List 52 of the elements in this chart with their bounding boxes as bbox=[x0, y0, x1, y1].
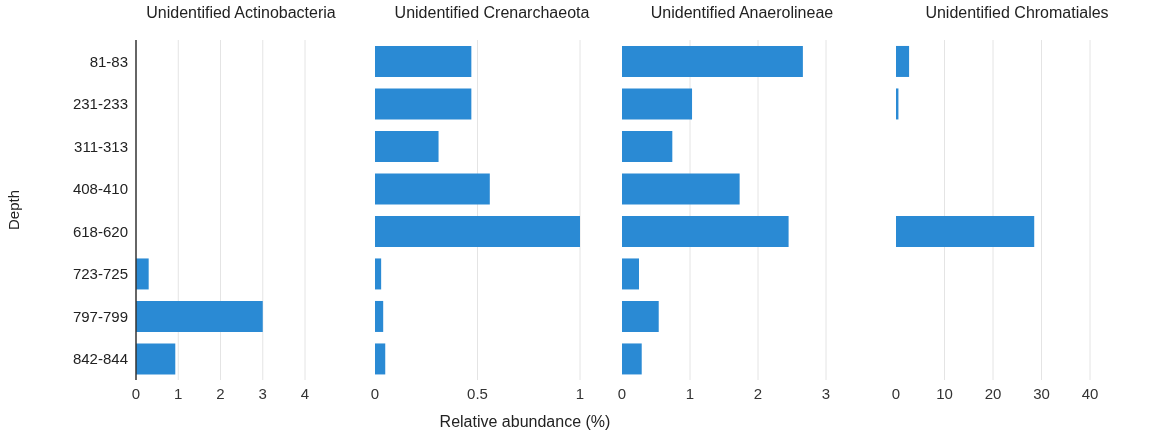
x-tick-label: 1 bbox=[575, 384, 585, 402]
bar bbox=[136, 300, 263, 332]
y-tick-label: 311-313 bbox=[74, 137, 128, 155]
bar bbox=[375, 258, 382, 290]
bar bbox=[622, 173, 740, 205]
y-tick-label: 723-725 bbox=[72, 265, 128, 283]
y-tick-label: 81-83 bbox=[89, 52, 128, 70]
bar bbox=[375, 88, 472, 120]
x-axis-title: Relative abundance (%) bbox=[438, 413, 612, 431]
y-tick-label: 797-799 bbox=[72, 307, 128, 325]
x-tick-label: 1 bbox=[685, 384, 695, 402]
x-tick-label: 1 bbox=[174, 384, 183, 402]
bar bbox=[896, 45, 910, 77]
bar bbox=[375, 173, 490, 205]
y-axis-title: Depth bbox=[5, 189, 23, 231]
x-tick-label: 4 bbox=[300, 384, 310, 402]
x-tick-label: 40 bbox=[1081, 384, 1099, 402]
bar bbox=[136, 343, 176, 375]
bar bbox=[375, 215, 580, 247]
bar bbox=[622, 130, 673, 162]
x-tick-label: 0.5 bbox=[467, 384, 488, 402]
chart-title: Unidentified Anaerolineae bbox=[649, 4, 835, 22]
chart-title: Unidentified Chromatiales bbox=[924, 4, 1110, 22]
x-tick-label: 0 bbox=[617, 384, 627, 402]
bar bbox=[622, 258, 639, 290]
x-tick-label: 30 bbox=[1033, 384, 1050, 402]
bar bbox=[136, 258, 149, 290]
x-tick-label: 3 bbox=[821, 384, 831, 402]
bar bbox=[622, 300, 659, 332]
bar bbox=[622, 45, 803, 77]
bar bbox=[896, 215, 1035, 247]
x-tick-label: 0 bbox=[891, 384, 901, 402]
bar bbox=[375, 343, 386, 375]
y-tick-label: 842-844 bbox=[72, 350, 128, 368]
x-tick-label: 0 bbox=[131, 384, 141, 402]
chart-title: Unidentified Actinobacteria bbox=[145, 4, 337, 22]
y-tick-label: 618-620 bbox=[72, 222, 128, 240]
y-tick-label: 408-410 bbox=[72, 180, 128, 198]
x-tick-label: 0 bbox=[370, 384, 380, 402]
y-tick-label: 231-233 bbox=[72, 95, 128, 113]
bar bbox=[375, 45, 472, 77]
bar bbox=[622, 343, 642, 375]
x-tick-label: 3 bbox=[258, 384, 267, 402]
x-tick-label: 20 bbox=[984, 384, 1002, 402]
bar bbox=[622, 88, 693, 120]
chart-title: Unidentified Crenarchaeota bbox=[393, 4, 591, 22]
x-tick-label: 2 bbox=[216, 384, 225, 402]
bar bbox=[375, 130, 439, 162]
x-tick-label: 10 bbox=[936, 384, 953, 402]
x-tick-label: 2 bbox=[753, 384, 763, 402]
bar bbox=[622, 215, 789, 247]
bar bbox=[375, 300, 384, 332]
